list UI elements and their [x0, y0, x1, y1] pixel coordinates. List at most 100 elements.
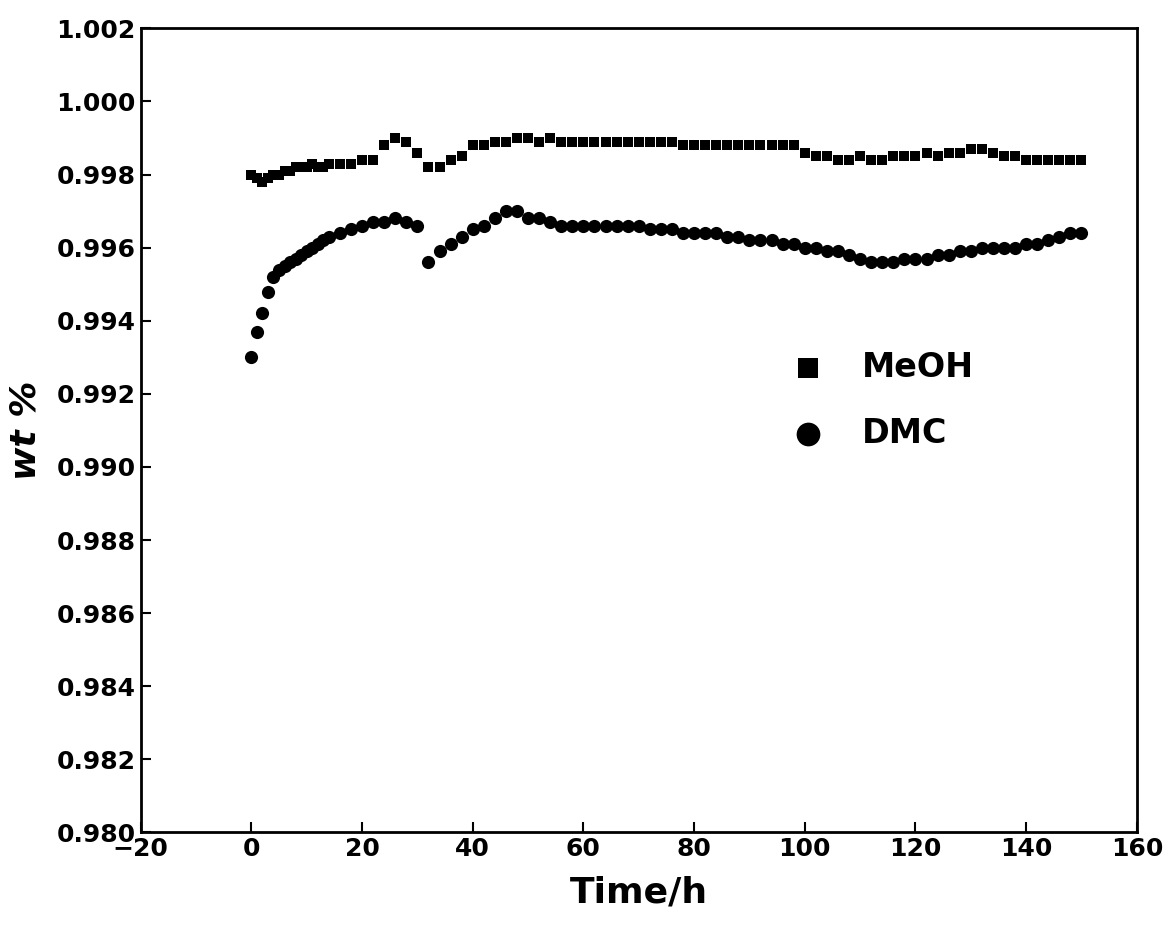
MeOH — [574, 134, 593, 149]
MeOH — [983, 145, 1002, 160]
MeOH — [818, 149, 837, 164]
DMC — [302, 240, 321, 255]
MeOH — [873, 152, 892, 167]
DMC — [906, 251, 925, 266]
DMC — [485, 211, 504, 226]
DMC — [895, 251, 914, 266]
MeOH — [270, 167, 288, 183]
MeOH — [950, 145, 969, 160]
DMC — [264, 270, 282, 285]
MeOH — [829, 152, 847, 167]
DMC — [652, 221, 670, 236]
DMC — [540, 215, 559, 230]
DMC — [552, 219, 571, 234]
MeOH — [1017, 152, 1036, 167]
DMC — [918, 251, 936, 266]
DMC — [270, 262, 288, 277]
DMC — [796, 240, 815, 255]
MeOH — [740, 138, 758, 153]
DMC — [430, 244, 449, 259]
DMC — [674, 225, 693, 240]
MeOH — [241, 167, 260, 183]
MeOH — [320, 156, 339, 171]
MeOH — [441, 152, 459, 167]
DMC — [1017, 236, 1036, 252]
MeOH — [331, 156, 349, 171]
DMC — [597, 219, 615, 234]
MeOH — [563, 134, 581, 149]
DMC — [563, 219, 581, 234]
DMC — [280, 254, 299, 270]
MeOH — [519, 131, 538, 146]
MeOH — [774, 138, 792, 153]
DMC — [375, 215, 394, 230]
DMC — [939, 248, 958, 263]
DMC — [408, 219, 427, 234]
DMC — [751, 233, 770, 248]
DMC — [475, 219, 493, 234]
MeOH — [973, 142, 992, 157]
MeOH — [1028, 152, 1047, 167]
MeOH — [619, 134, 638, 149]
DMC — [861, 254, 880, 270]
MeOH — [1006, 149, 1024, 164]
DMC — [247, 324, 266, 340]
MeOH — [452, 149, 471, 164]
Y-axis label: wt %: wt % — [8, 380, 42, 481]
MeOH — [918, 145, 936, 160]
DMC — [707, 225, 725, 240]
DMC — [286, 251, 305, 266]
MeOH — [264, 167, 282, 183]
MeOH — [629, 134, 648, 149]
DMC — [629, 219, 648, 234]
MeOH — [286, 160, 305, 175]
MeOH — [292, 160, 311, 175]
DMC — [1050, 229, 1069, 244]
MeOH — [884, 149, 902, 164]
DMC — [762, 233, 781, 248]
DMC — [353, 219, 372, 234]
MeOH — [314, 160, 333, 175]
MeOH — [662, 134, 681, 149]
DMC — [530, 211, 548, 226]
MeOH — [684, 138, 703, 153]
MeOH — [861, 152, 880, 167]
DMC — [851, 251, 870, 266]
MeOH — [485, 134, 504, 149]
DMC — [740, 233, 758, 248]
MeOH — [640, 134, 659, 149]
DMC — [259, 284, 278, 299]
MeOH — [851, 149, 870, 164]
MeOH — [463, 138, 482, 153]
DMC — [806, 240, 825, 255]
DMC — [507, 203, 526, 219]
MeOH — [674, 138, 693, 153]
DMC — [983, 240, 1002, 255]
DMC — [320, 229, 339, 244]
MeOH — [430, 160, 449, 175]
MeOH — [507, 131, 526, 146]
DMC — [308, 236, 327, 252]
MeOH — [308, 160, 327, 175]
DMC — [973, 240, 992, 255]
MeOH — [363, 152, 382, 167]
MeOH — [585, 134, 604, 149]
DMC — [818, 244, 837, 259]
MeOH — [253, 174, 272, 189]
MeOH — [341, 156, 360, 171]
MeOH — [839, 152, 858, 167]
MeOH — [247, 170, 266, 185]
MeOH — [280, 164, 299, 179]
DMC — [884, 254, 902, 270]
DMC — [1006, 240, 1024, 255]
MeOH — [895, 149, 914, 164]
MeOH — [784, 138, 803, 153]
MeOH — [906, 149, 925, 164]
DMC — [640, 221, 659, 236]
MeOH — [540, 131, 559, 146]
DMC — [363, 215, 382, 230]
MeOH — [707, 138, 725, 153]
DMC — [961, 244, 980, 259]
DMC — [718, 229, 737, 244]
MeOH — [1038, 152, 1057, 167]
